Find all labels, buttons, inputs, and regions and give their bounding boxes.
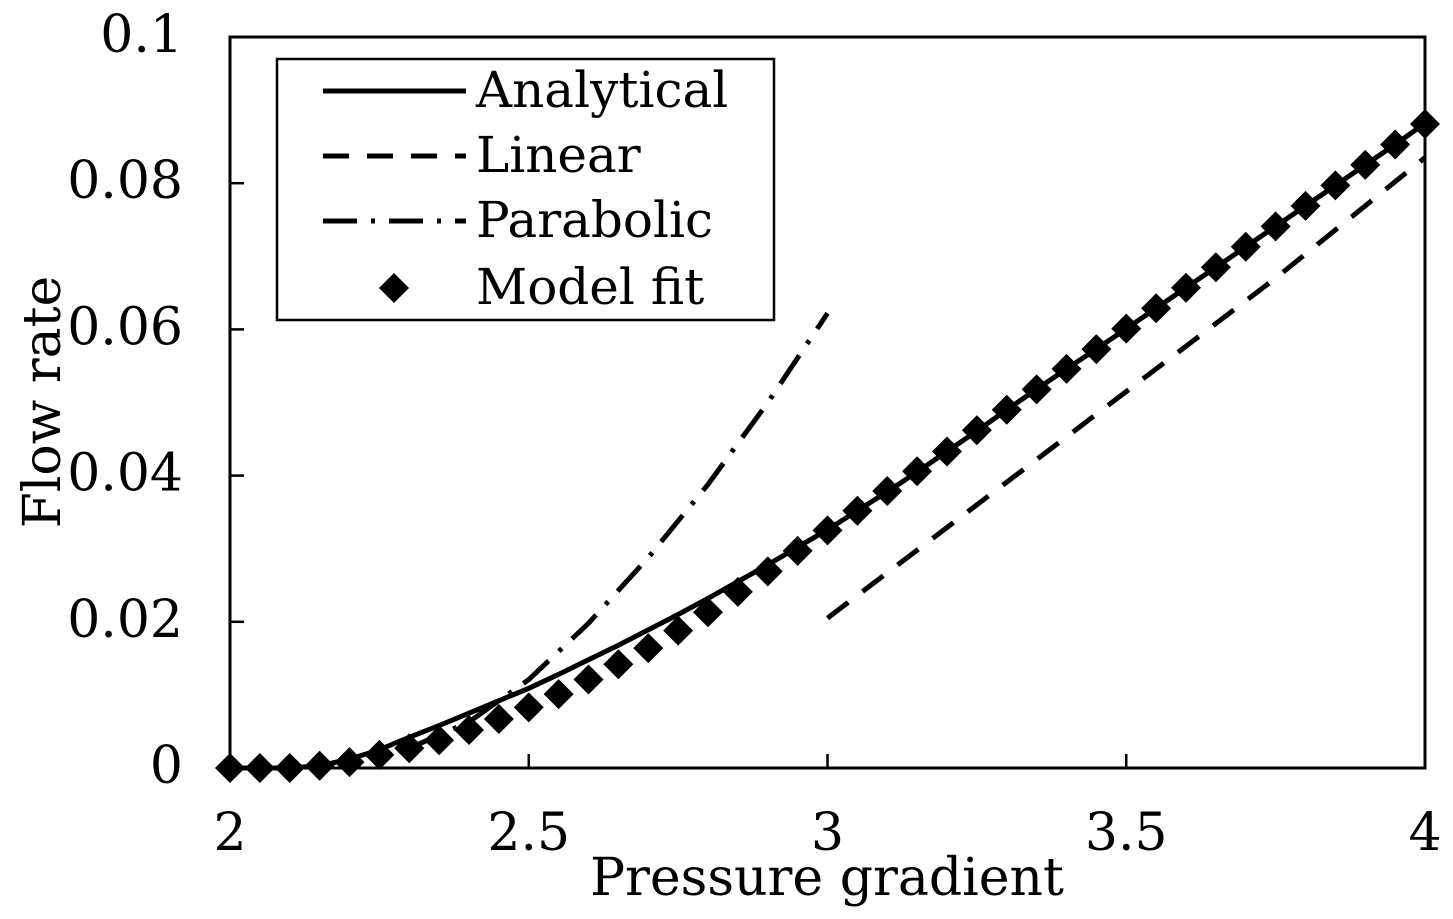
y-tick-label: 0.06	[67, 297, 183, 357]
model-fit-point	[782, 535, 813, 566]
model-fit-point	[1380, 129, 1411, 160]
model-fit-point	[872, 475, 903, 506]
model-fit-point	[334, 747, 365, 778]
x-tick-label: 3	[811, 803, 844, 863]
model-fit-point	[1141, 293, 1172, 324]
model-fit-point	[454, 714, 484, 745]
y-tick-label: 0.1	[100, 5, 183, 65]
x-tick-label: 2	[213, 803, 246, 863]
legend-label-analytical: Analytical	[475, 61, 728, 119]
model-fit-point	[1021, 374, 1052, 405]
x-tick-label: 3.5	[1085, 803, 1168, 863]
model-fit-point	[752, 556, 783, 587]
plot-series	[215, 108, 1440, 783]
model-fit-point	[1320, 170, 1351, 201]
model-fit-point	[961, 415, 992, 446]
y-tick-label: 0.08	[67, 151, 183, 211]
model-fit-point	[543, 679, 574, 710]
linear-line	[825, 155, 1427, 621]
y-axis: 0 0.02 0.04 0.06 0.08 0.1	[67, 5, 244, 796]
x-tick-label: 2.5	[487, 803, 570, 863]
model-fit-point	[633, 633, 664, 664]
model-fit-point	[1081, 334, 1112, 365]
y-tick-label: 0	[150, 736, 183, 796]
x-axis-label: Pressure gradient	[590, 848, 1064, 908]
model-fit-point	[1290, 190, 1321, 221]
legend-box	[275, 57, 776, 322]
legend-label-model-fit: Model fit	[476, 258, 704, 316]
model-fit-point	[573, 664, 604, 695]
model-fit-point	[693, 597, 723, 628]
model-fit-point	[1260, 211, 1291, 242]
model-fit-point	[364, 739, 395, 770]
legend-label-parabolic: Parabolic	[476, 191, 713, 249]
model-fit-point	[842, 495, 873, 526]
model-fit-point	[513, 692, 544, 723]
y-tick-label: 0.04	[67, 444, 183, 504]
y-axis-label: Flow rate	[13, 276, 73, 529]
model-fit-point	[1111, 313, 1142, 344]
model-fit-point	[1051, 353, 1082, 384]
model-fit-point	[1350, 149, 1381, 180]
model-fit-point	[483, 704, 514, 735]
x-axis: 2 2.5 3 3.5 4	[213, 754, 1442, 863]
legend-label-linear: Linear	[476, 126, 641, 184]
model-fit-point	[812, 515, 843, 546]
x-tick-label: 4	[1408, 803, 1441, 863]
model-fit-point	[722, 576, 753, 607]
model-fit-point	[1171, 272, 1201, 303]
y-tick-label: 0.02	[67, 590, 183, 650]
parabolic-line	[408, 311, 830, 751]
legend-swatch-model-fit	[379, 273, 409, 303]
model-fit-point	[304, 750, 335, 781]
model-fit-point	[394, 733, 425, 764]
model-fit-point	[1200, 252, 1231, 283]
model-fit-point	[603, 649, 634, 680]
model-fit-point	[902, 456, 933, 487]
model-fit-point	[932, 436, 962, 467]
model-fit-point	[991, 394, 1022, 425]
model-fit-point	[1230, 231, 1261, 262]
model-fit-point	[663, 615, 694, 646]
model-fit-point	[424, 725, 455, 756]
legend: Analytical Linear Parabolic Model fit	[275, 57, 776, 322]
